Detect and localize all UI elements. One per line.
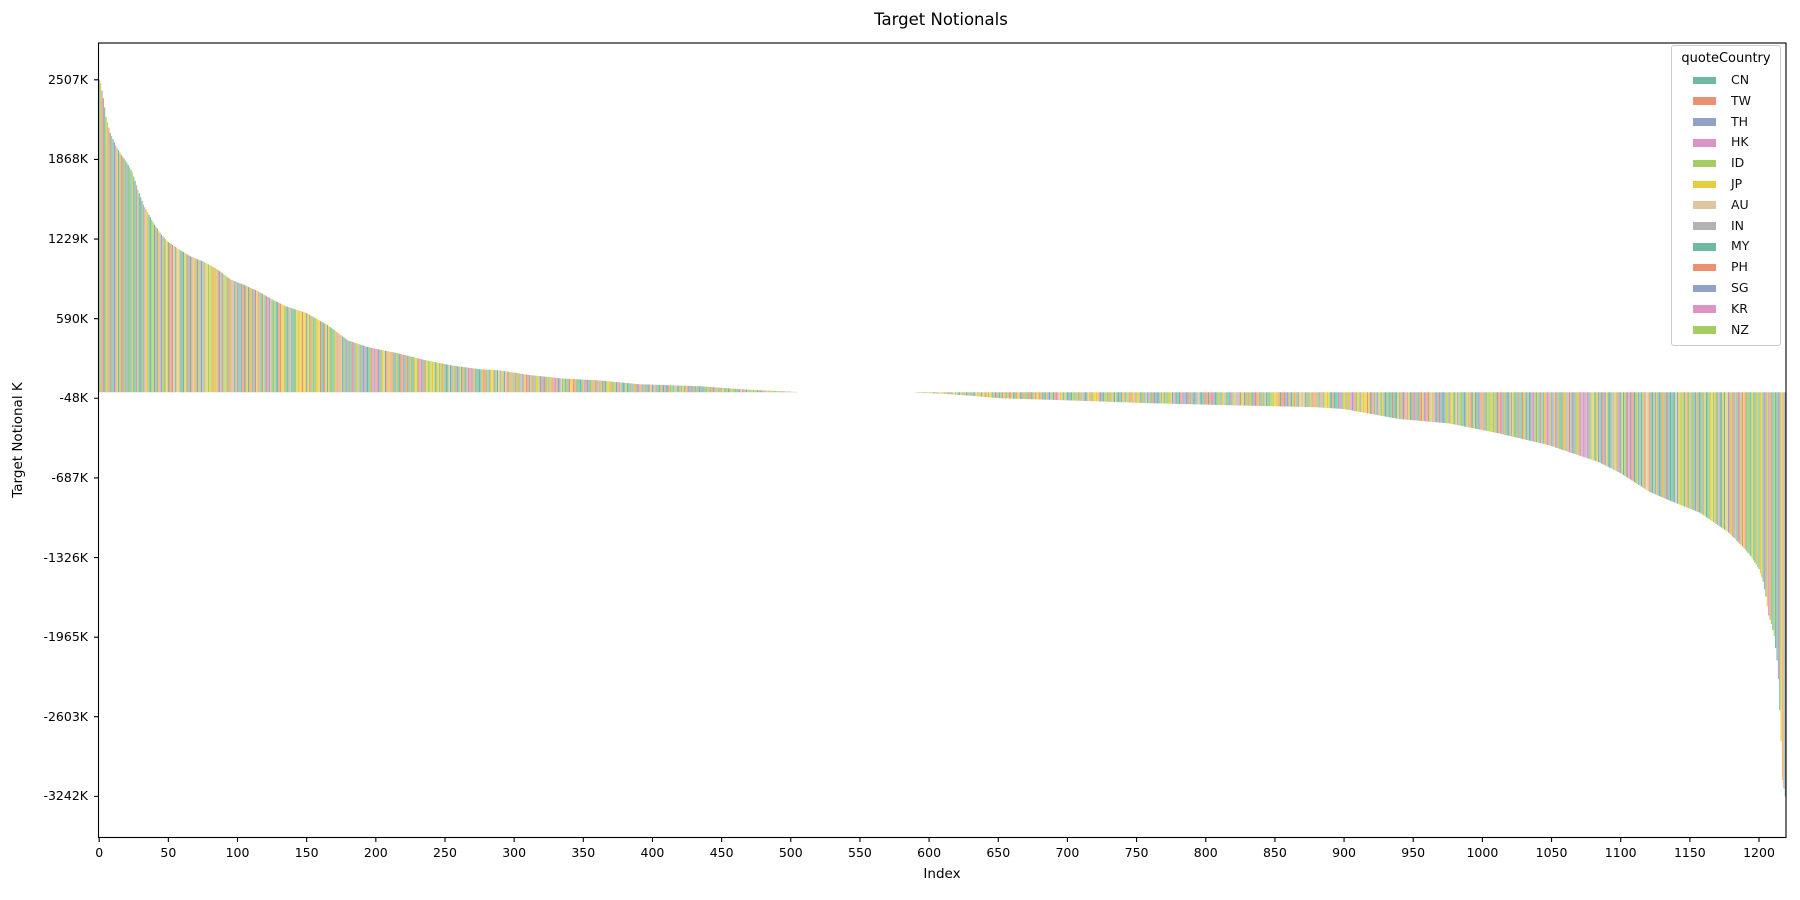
x-tick-label: 900 — [1332, 845, 1356, 860]
legend-item-label: TW — [1731, 92, 1751, 108]
x-tick-label: 450 — [709, 845, 734, 860]
legend-swatch — [1693, 263, 1716, 272]
y-tick-label: -1326K — [43, 549, 88, 565]
x-tick-label: 750 — [1124, 845, 1149, 860]
x-tick-label: 0 — [95, 845, 104, 860]
y-tick-label: -2603K — [43, 708, 88, 724]
x-tick-label: 50 — [160, 845, 177, 860]
legend-item-label: MY — [1731, 238, 1750, 254]
legend-item-label: ID — [1731, 155, 1745, 171]
x-tick-label: 550 — [848, 845, 872, 860]
legend-item-label: PH — [1731, 259, 1748, 275]
legend-swatch — [1693, 201, 1716, 209]
x-axis-label: Index — [923, 866, 961, 882]
x-tick-label: 400 — [640, 845, 665, 860]
legend-item: MY — [1672, 236, 1780, 257]
legend-item-label: SG — [1731, 279, 1749, 295]
legend-item-label: KR — [1731, 300, 1748, 316]
legend-item-label: NZ — [1731, 321, 1749, 337]
legend-item: CN — [1672, 70, 1780, 91]
legend-item: SG — [1672, 278, 1780, 299]
x-tick-label: 600 — [917, 845, 942, 860]
y-tick-label: 1229K — [47, 231, 88, 247]
legend-item: HK — [1672, 132, 1780, 153]
x-tick-label: 250 — [433, 845, 457, 860]
x-tick-label: 1200 — [1743, 845, 1775, 860]
legend-item: ID — [1672, 153, 1780, 174]
x-tick-label: 1150 — [1673, 845, 1706, 860]
legend-swatch — [1693, 242, 1716, 251]
legend-item: NZ — [1672, 320, 1780, 341]
legend-item: PH — [1672, 257, 1780, 278]
legend-item: TW — [1672, 91, 1780, 112]
y-tick-label: -3242K — [43, 788, 88, 804]
legend-items: CN TW TH HK ID JP AU IN MY PH SG KR NZ — [1672, 70, 1780, 340]
x-tick-label: 950 — [1401, 845, 1426, 860]
legend-item-label: IN — [1731, 217, 1745, 233]
x-tick-label: 1000 — [1466, 845, 1499, 860]
legend-item: AU — [1672, 195, 1780, 216]
x-tick-label: 700 — [1055, 845, 1080, 860]
legend-swatch — [1693, 118, 1716, 126]
legend-item: TH — [1672, 112, 1780, 133]
x-tick-label: 1050 — [1535, 845, 1568, 860]
legend-item-label: JP — [1731, 175, 1743, 191]
legend-swatch — [1693, 159, 1716, 168]
legend-swatch — [1693, 305, 1716, 313]
legend-swatch — [1693, 180, 1716, 189]
legend-item-label: AU — [1731, 196, 1749, 212]
x-tick-label: 300 — [502, 845, 527, 860]
y-tick-label: -1965K — [43, 629, 88, 645]
legend-title: quoteCountry — [1681, 51, 1771, 66]
legend-swatch — [1693, 284, 1716, 293]
legend-swatch — [1693, 222, 1716, 230]
legend-swatch — [1693, 97, 1716, 105]
x-tick-label: 800 — [1193, 845, 1218, 860]
x-tick-label: 350 — [571, 845, 596, 860]
x-tick-label: 150 — [294, 845, 319, 860]
y-tick-label: 2507K — [47, 71, 88, 87]
x-tick-label: 200 — [363, 845, 388, 860]
chart-title: Target Notionals — [874, 10, 1008, 29]
y-tick-label: 590K — [55, 310, 88, 326]
y-tick-label: 1868K — [47, 151, 88, 167]
legend-item: JP — [1672, 174, 1780, 195]
legend-swatch — [1693, 76, 1716, 85]
legend-swatch — [1693, 326, 1716, 334]
x-tick-label: 100 — [225, 845, 250, 860]
legend-item-label: CN — [1731, 72, 1750, 87]
legend-box: quoteCountry CN TW TH HK ID JP AU IN MY PH SG KR NZ — [1671, 45, 1781, 346]
legend-item-label: HK — [1731, 134, 1749, 150]
legend-item: IN — [1672, 216, 1780, 237]
x-tick-label: 650 — [986, 845, 1011, 860]
x-tick-label: 850 — [1262, 845, 1287, 860]
x-tick-label: 1100 — [1604, 845, 1637, 860]
legend-item-label: TH — [1731, 113, 1749, 129]
x-tick-label: 500 — [778, 845, 803, 860]
y-tick-label: -687K — [51, 469, 88, 485]
legend-swatch — [1693, 138, 1716, 147]
legend-item: KR — [1672, 299, 1780, 320]
y-tick-label: -48K — [59, 390, 88, 406]
